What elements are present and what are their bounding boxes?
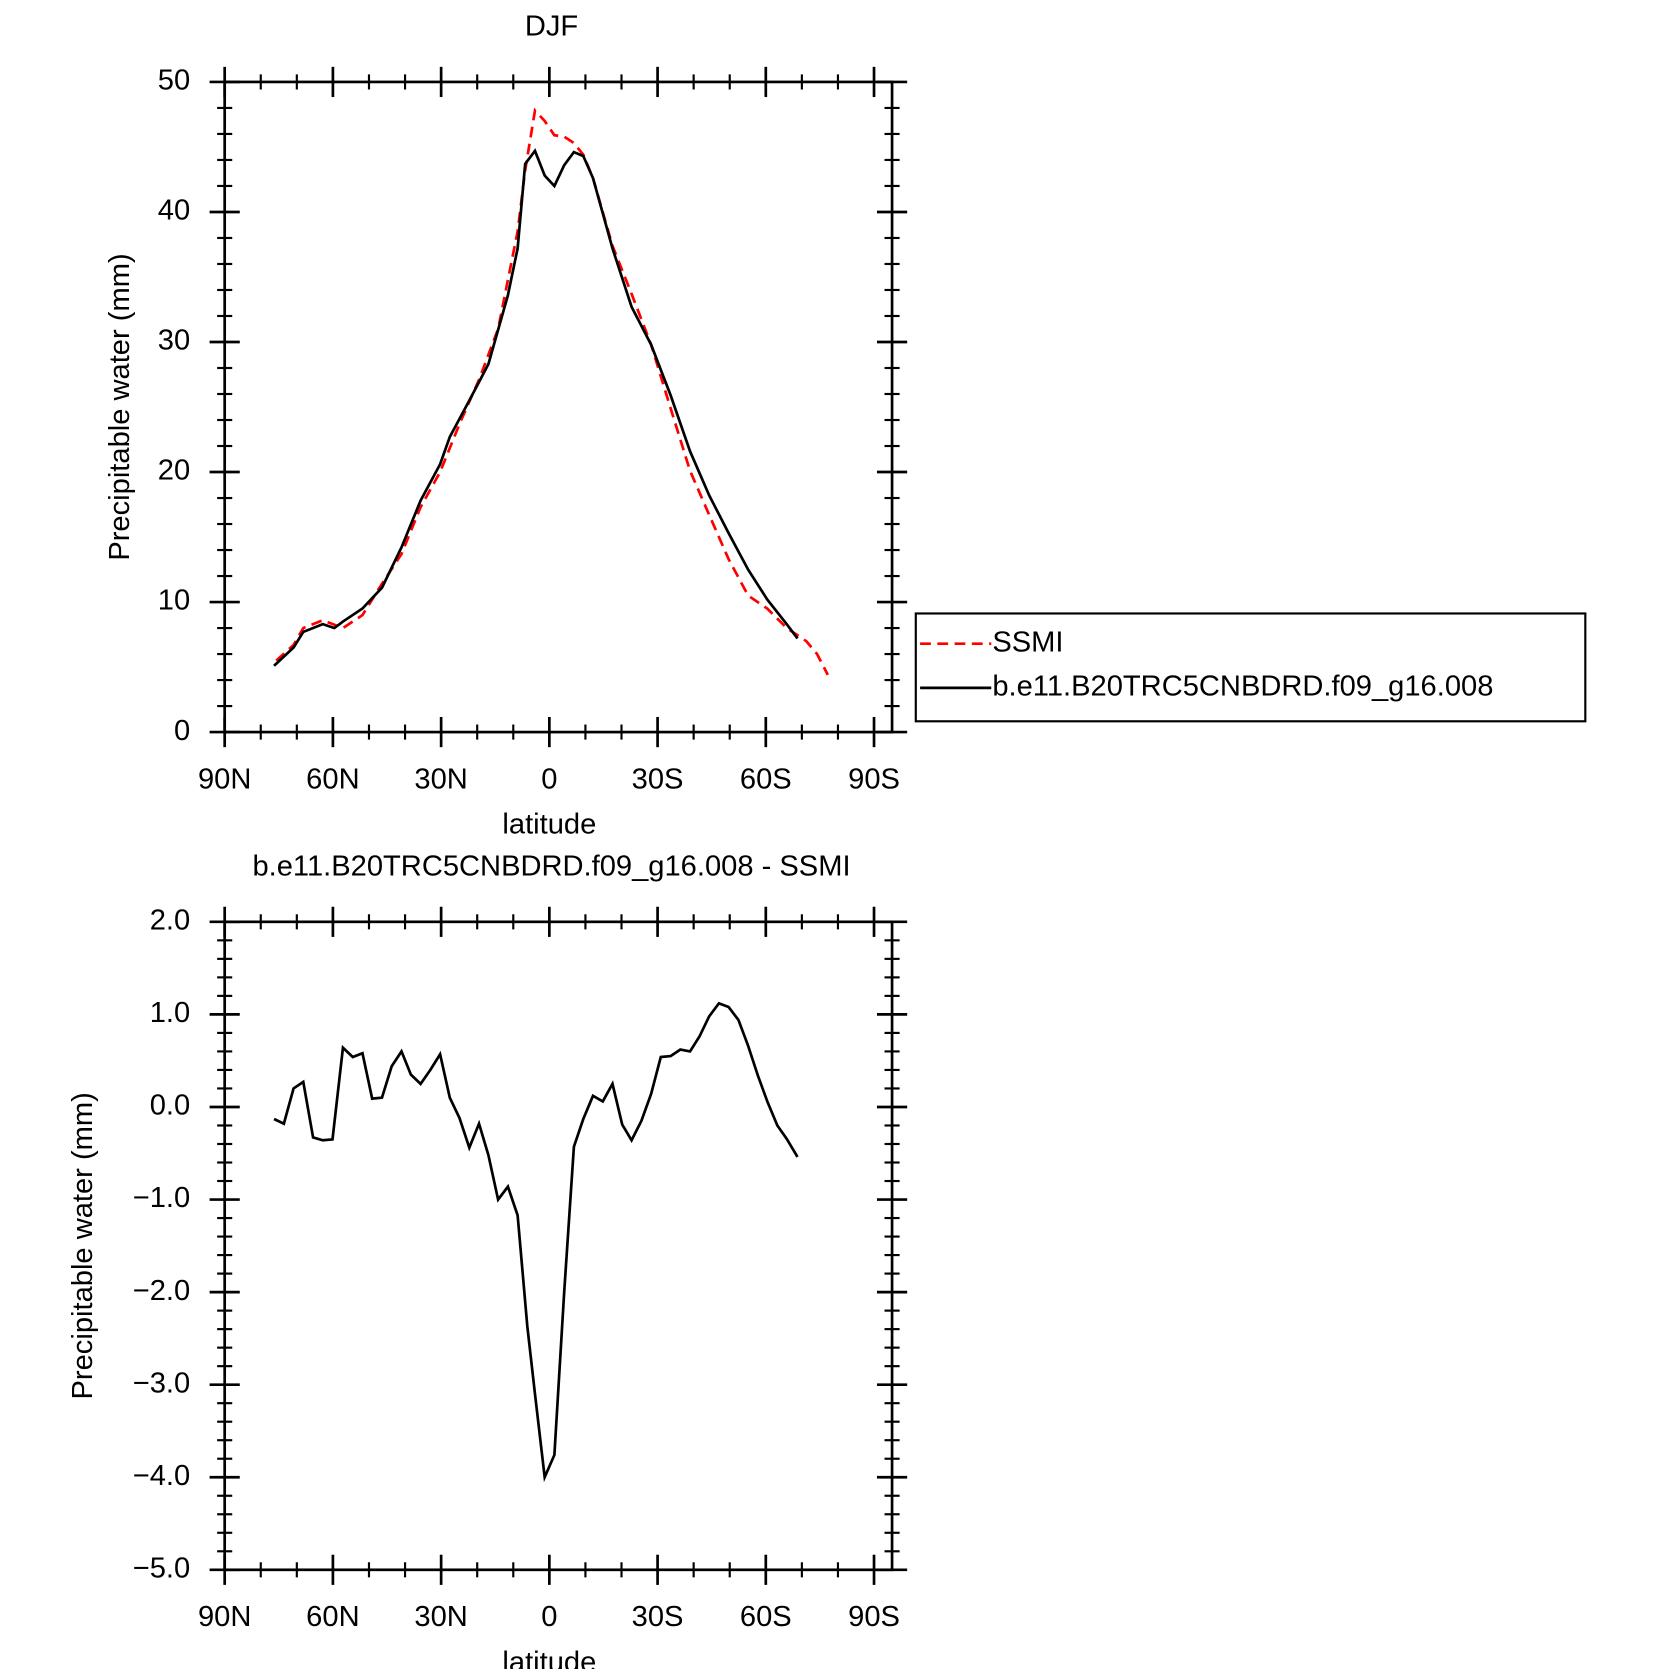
legend-box: [914, 612, 1587, 723]
chart-title: b.e11.B20TRC5CNBDRD.f09_g16.008 - SSMI: [252, 851, 850, 883]
x-tick-label: 0: [541, 1601, 557, 1633]
x-tick-label: 90N: [198, 763, 251, 795]
y-tick-label: −1.0: [133, 1182, 190, 1214]
data-line: [275, 107, 830, 676]
data-line: [273, 1001, 799, 1483]
plot-frame: [223, 920, 894, 1572]
y-tick-label: 20: [158, 455, 190, 487]
y-tick-label: −5.0: [133, 1552, 190, 1584]
x-tick-label: 0: [541, 763, 557, 795]
y-tick-label: 10: [158, 585, 190, 617]
x-tick-label: 60N: [306, 1601, 359, 1633]
y-tick-label: −2.0: [133, 1275, 190, 1307]
y-tick-label: −3.0: [133, 1367, 190, 1399]
y-axis-label: Precipitable water (mm): [104, 253, 136, 560]
x-tick-label: 90S: [848, 763, 900, 795]
legend-label: b.e11.B20TRC5CNBDRD.f09_g16.008: [992, 671, 1493, 703]
y-tick-label: 1.0: [150, 997, 190, 1029]
legend-label: SSMI: [992, 626, 1063, 658]
y-tick-label: 50: [158, 65, 190, 97]
x-tick-label: 30S: [632, 1601, 684, 1633]
x-axis-label: latitude: [502, 809, 596, 841]
x-tick-label: 30S: [632, 763, 684, 795]
x-axis-label: latitude: [502, 1646, 596, 1669]
y-tick-label: 40: [158, 195, 190, 227]
x-tick-label: 60S: [740, 763, 792, 795]
y-tick-label: 0: [174, 715, 190, 747]
x-tick-label: 60N: [306, 763, 359, 795]
x-tick-label: 60S: [740, 1601, 792, 1633]
chart-title: DJF: [525, 11, 578, 43]
plot-frame: [223, 80, 894, 734]
x-tick-label: 30N: [414, 1601, 467, 1633]
y-axis-label: Precipitable water (mm): [67, 1092, 99, 1399]
x-tick-label: 90N: [198, 1601, 251, 1633]
y-tick-label: −4.0: [133, 1460, 190, 1492]
y-tick-label: 2.0: [150, 905, 190, 937]
data-line: [273, 148, 799, 667]
y-tick-label: 0.0: [150, 1090, 190, 1122]
y-tick-label: 30: [158, 325, 190, 357]
x-tick-label: 30N: [414, 763, 467, 795]
x-tick-label: 90S: [848, 1601, 900, 1633]
